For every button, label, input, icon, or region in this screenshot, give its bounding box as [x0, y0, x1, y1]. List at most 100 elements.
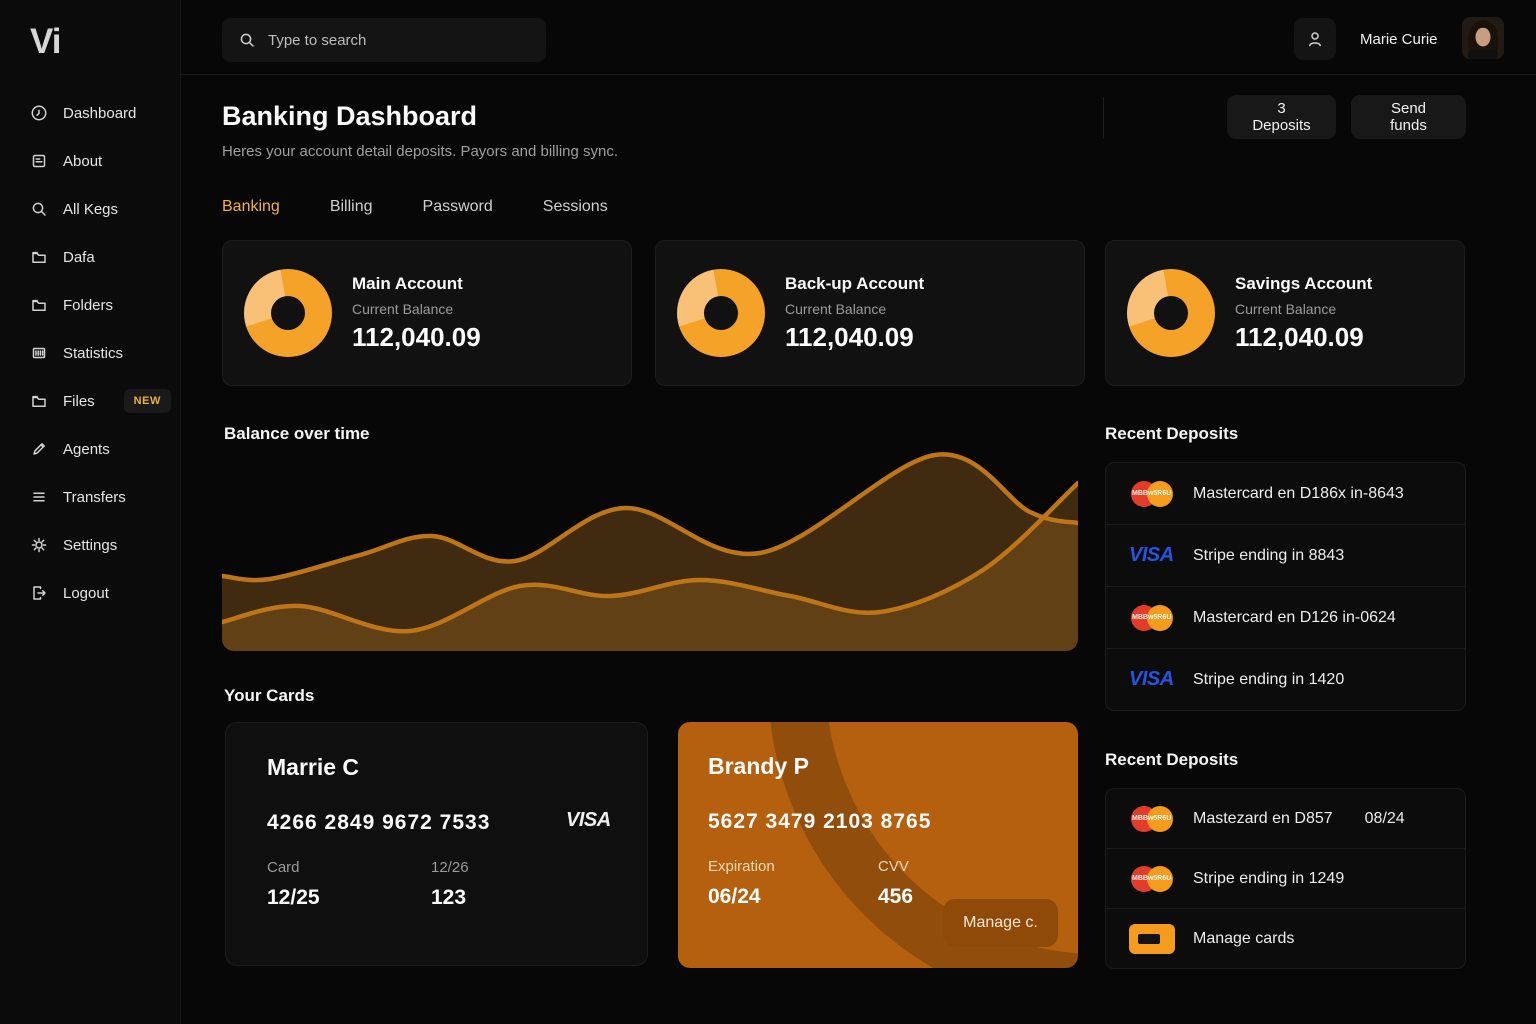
search-icon — [238, 31, 256, 49]
card-number: 4266 2849 9672 7533 — [267, 811, 491, 834]
sidebar-item-label: Statistics — [63, 344, 124, 362]
deposit-row-manage-cards[interactable]: Manage cards — [1106, 908, 1465, 968]
tab-billing[interactable]: Billing — [329, 198, 373, 215]
sidebar-item-label: Files — [63, 392, 95, 410]
sidebar-nav: Dashboard About All Kegs Dafa Folders Statist… — [0, 89, 180, 617]
stats-icon — [30, 344, 48, 362]
page-subtitle: Heres your account detail deposits. Payo… — [222, 143, 619, 160]
sidebar-item-dashboard[interactable]: Dashboard — [0, 89, 180, 137]
card-col2-value: 456 — [878, 885, 914, 908]
folder-icon — [30, 392, 48, 410]
card-icon — [1129, 923, 1175, 954]
card-holder-name: Marrie C — [267, 754, 360, 780]
search-placeholder: Type to search — [268, 31, 367, 49]
deposit-row-stripe-ending-in-8843[interactable]: VISA Stripe ending in 8843 — [1106, 524, 1465, 586]
deposit-label: Stripe ending in 1249 — [1193, 869, 1345, 887]
sidebar-item-transfers[interactable]: Transfers — [0, 473, 180, 521]
folder-icon — [30, 296, 48, 314]
balance-donut-chart — [677, 269, 765, 357]
area-chart-canvas — [222, 452, 1078, 651]
card-col1-label: Card — [267, 859, 300, 876]
sidebar-item-all-kegs[interactable]: All Kegs — [0, 185, 180, 233]
sidebar-item-label: All Kegs — [63, 200, 119, 218]
account-card-main-account[interactable]: Main Account Current Balance 112,040.09 — [222, 240, 632, 386]
user-name: Marie Curie — [1360, 30, 1438, 48]
sidebar-item-label: Agents — [63, 440, 110, 458]
send-funds-button[interactable]: Send funds — [1351, 95, 1466, 139]
sidebar-item-label: Folders — [63, 296, 114, 314]
deposit-date: 08/24 — [1364, 809, 1405, 827]
tab-sessions[interactable]: Sessions — [542, 198, 608, 215]
mastercard-icon: MBBw5R6U — [1129, 864, 1175, 894]
tab-banking[interactable]: Banking — [222, 198, 280, 215]
app-logo: Vi — [30, 22, 61, 61]
area-line-balance-lower — [222, 480, 1078, 634]
account-card-text: Back-up Account Current Balance 112,040.… — [785, 274, 924, 353]
doc-icon — [30, 152, 48, 170]
mastercard-icon: MBBw5R6U — [1129, 804, 1175, 834]
user-account-button[interactable] — [1294, 18, 1336, 60]
page-title: Banking Dashboard — [222, 101, 478, 131]
donut-hole — [1154, 296, 1188, 330]
card-number: 5627 3479 2103 8765 — [708, 810, 932, 833]
deposit-label: Stripe ending in 8843 — [1193, 546, 1345, 564]
visa-logo: VISA — [566, 809, 611, 831]
woman-avatar-image — [1462, 17, 1504, 59]
deposit-row-stripe-ending-in-1249[interactable]: MBBw5R6U Stripe ending in 1249 — [1106, 848, 1465, 908]
clock-icon — [30, 104, 48, 122]
tab-password[interactable]: Password — [422, 198, 493, 215]
deposit-label: Mastezard en D857 — [1193, 809, 1333, 827]
new-badge: NEW — [123, 389, 171, 413]
deposit-row-stripe-ending-in-1420[interactable]: VISA Stripe ending in 1420 — [1106, 648, 1465, 710]
deposit-label: Mastercard en D126 in-0624 — [1193, 608, 1396, 626]
logout-icon — [30, 584, 48, 602]
topbar-divider — [180, 74, 1536, 75]
sidebar-item-dafa[interactable]: Dafa — [0, 233, 180, 281]
sidebar-item-folders[interactable]: Folders — [0, 281, 180, 329]
mastercard-icon: MBBw5R6U — [1129, 603, 1175, 633]
pencil-icon — [30, 440, 48, 458]
visa-icon: VISA — [1129, 544, 1174, 566]
sidebar-item-statistics[interactable]: Statistics — [0, 329, 180, 377]
search-icon — [30, 200, 48, 218]
sidebar-item-logout[interactable]: Logout — [0, 569, 180, 617]
sidebar-item-label: About — [63, 152, 103, 170]
avatar[interactable] — [1462, 17, 1504, 59]
balance-label: Current Balance — [352, 300, 454, 317]
sidebar-item-about[interactable]: About — [0, 137, 180, 185]
account-card-back-up-account[interactable]: Back-up Account Current Balance 112,040.… — [655, 240, 1085, 386]
balance-value: 112,040.09 — [785, 321, 914, 352]
balance-label: Current Balance — [785, 300, 887, 317]
deposits-button[interactable]: 3 Deposits — [1227, 95, 1336, 139]
sidebar: Vi Dashboard About All Kegs Dafa Folders Stat… — [0, 0, 181, 1024]
sidebar-item-agents[interactable]: Agents — [0, 425, 180, 473]
balance-chart — [222, 450, 1078, 651]
recent-deposits-bottom-title: Recent Deposits — [1105, 750, 1239, 769]
area-line-balance-upper — [222, 452, 1078, 583]
deposit-label: Stripe ending in 1420 — [1193, 670, 1345, 688]
balance-label: Current Balance — [1235, 300, 1337, 317]
credit-card-dark: Marrie C 4266 2849 9672 7533 VISA Card 1… — [225, 722, 648, 966]
manage-card-button[interactable]: Manage c. — [943, 899, 1058, 947]
your-cards-title: Your Cards — [224, 686, 315, 705]
card-col2-label: CVV — [878, 858, 909, 875]
mastercard-icon: MBBw5R6U — [1129, 479, 1175, 509]
recent-deposits-bottom-list: MBBw5R6U Mastezard en D857 08/24 MBBw5R6U… — [1105, 788, 1466, 969]
area-fill-balance-lower — [222, 483, 1078, 651]
card-col1-value: 06/24 — [708, 885, 761, 908]
sidebar-item-settings[interactable]: Settings — [0, 521, 180, 569]
account-card-savings-account[interactable]: Savings Account Current Balance 112,040.… — [1105, 240, 1465, 386]
deposit-row-mastercard-en-d126-in-0624[interactable]: MBBw5R6U Mastercard en D126 in-0624 — [1106, 586, 1465, 648]
account-title: Savings Account — [1235, 273, 1373, 293]
visa-icon: VISA — [1129, 668, 1174, 690]
recent-deposits-top-list: MBBw5R6U Mastercard en D186x in-8643 VISA… — [1105, 462, 1466, 711]
donut-hole — [271, 296, 305, 330]
account-title: Back-up Account — [785, 273, 925, 293]
deposit-row-mastezard-en-d857[interactable]: MBBw5R6U Mastezard en D857 08/24 — [1106, 789, 1465, 848]
balance-value: 112,040.09 — [352, 321, 481, 352]
sidebar-item-files[interactable]: Files NEW — [0, 377, 180, 425]
balance-value: 112,040.09 — [1235, 321, 1364, 352]
recent-deposits-top-title: Recent Deposits — [1105, 424, 1239, 443]
search-input[interactable]: Type to search — [222, 18, 546, 62]
deposit-row-mastercard-en-d186x-in-8643[interactable]: MBBw5R6U Mastercard en D186x in-8643 — [1106, 463, 1465, 524]
